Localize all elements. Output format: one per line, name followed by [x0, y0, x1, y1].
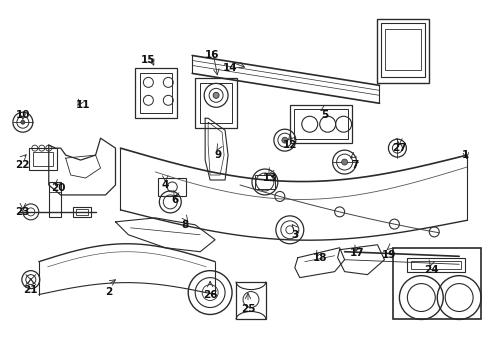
Bar	[377, 19, 428, 84]
Text: 25: 25	[240, 305, 255, 315]
Text: 24: 24	[423, 265, 438, 275]
Circle shape	[341, 159, 347, 165]
Text: 12: 12	[282, 140, 297, 150]
Bar	[200, 84, 232, 123]
Text: 16: 16	[204, 50, 219, 60]
Text: 23: 23	[16, 207, 30, 217]
Bar	[381, 23, 425, 77]
Text: 5: 5	[321, 110, 327, 120]
Circle shape	[213, 92, 219, 98]
Text: 4: 4	[162, 180, 169, 190]
Text: 1: 1	[461, 150, 468, 160]
Bar	[73, 207, 90, 217]
Bar	[29, 148, 57, 170]
Circle shape	[21, 120, 25, 124]
Bar	[410, 261, 460, 269]
Bar	[135, 68, 177, 118]
Bar	[158, 178, 186, 196]
Text: 9: 9	[214, 150, 221, 160]
Text: 15: 15	[141, 55, 155, 66]
Text: 27: 27	[391, 143, 406, 153]
Bar	[254, 175, 274, 189]
Text: 2: 2	[105, 287, 112, 297]
Text: 22: 22	[16, 160, 30, 170]
Text: 17: 17	[349, 248, 364, 258]
Bar	[76, 209, 87, 215]
Text: 13: 13	[262, 173, 277, 183]
Bar	[33, 152, 53, 166]
Circle shape	[281, 137, 287, 143]
Bar	[293, 109, 347, 139]
Text: 18: 18	[312, 253, 326, 263]
Bar	[385, 28, 421, 71]
Text: 7: 7	[350, 160, 358, 170]
Text: 8: 8	[181, 220, 188, 230]
Text: 14: 14	[223, 63, 237, 73]
Bar	[407, 258, 464, 272]
Bar	[289, 105, 351, 143]
Text: 20: 20	[51, 183, 66, 193]
Text: 11: 11	[75, 100, 90, 110]
Bar	[140, 73, 172, 113]
Bar	[49, 182, 61, 217]
Text: 19: 19	[382, 250, 396, 260]
Text: 6: 6	[171, 195, 179, 205]
Text: 26: 26	[203, 289, 217, 300]
Bar	[393, 248, 480, 319]
Bar	[195, 78, 237, 128]
Text: 10: 10	[16, 110, 30, 120]
Text: 21: 21	[23, 284, 38, 294]
Bar	[236, 282, 265, 319]
Text: 3: 3	[290, 230, 298, 240]
